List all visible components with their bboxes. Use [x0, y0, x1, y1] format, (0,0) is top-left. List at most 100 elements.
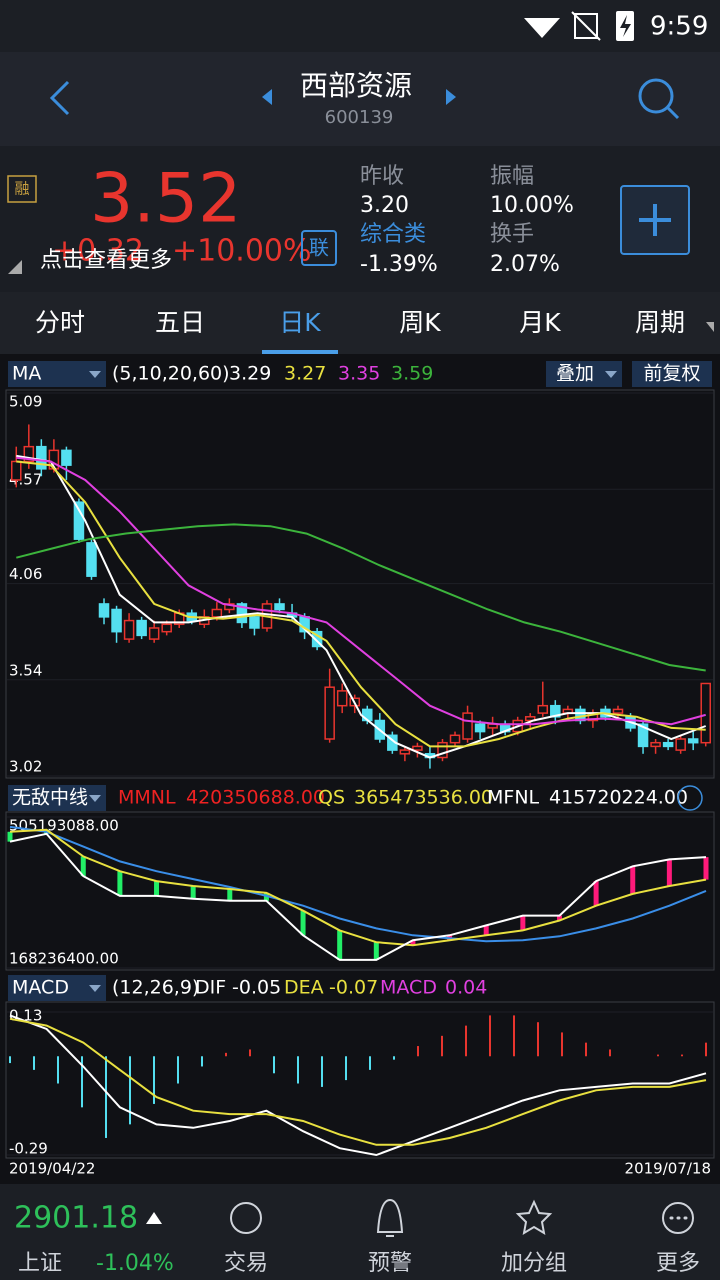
stat-label: 振幅 [490, 164, 534, 189]
candle-body [524, 716, 536, 722]
price-change: +0.32 [52, 234, 144, 269]
macd-line [9, 1017, 707, 1146]
indicator-line [9, 832, 707, 961]
bottom-bar [0, 1184, 720, 1280]
candle-body [324, 686, 335, 740]
clock: 9:59 [650, 12, 708, 42]
indicator-name[interactable]: 无敌中线 [12, 787, 88, 809]
y-tick-label: 3.54 [9, 661, 42, 679]
link-badge: 联 [309, 236, 329, 260]
charts: MA (5,10,20,60) 3.29 3.27 3.35 3.59 叠加 前复权 5.09 4… [5, 361, 715, 1178]
panel-frame [5, 389, 715, 779]
stat-value: 3.20 [360, 193, 409, 218]
candle-body [236, 603, 248, 624]
candle-body [123, 619, 135, 640]
search-button[interactable] [638, 78, 674, 114]
candle-body [412, 745, 423, 751]
candle-body [637, 723, 649, 748]
stat-label[interactable]: 综合类 [360, 222, 426, 247]
tab[interactable]: 分时 [35, 308, 85, 337]
overlay-hint[interactable]: 点击查看更多 [40, 248, 172, 273]
ma-line [16, 456, 706, 726]
nav-label[interactable]: 更多 [656, 1251, 700, 1276]
candle-body [211, 608, 223, 618]
adjust-button[interactable] [632, 361, 712, 387]
chart-area [0, 354, 720, 1184]
date-end: 2019/07/18 [625, 1160, 711, 1178]
candle-body [136, 619, 147, 637]
search-handle [666, 106, 680, 120]
adjust-label[interactable]: 前复权 [643, 363, 700, 385]
legend-value: 420350688.00 [186, 787, 325, 809]
legend-value: 415720224.00 [549, 787, 688, 809]
nav-label[interactable]: 预警 [368, 1251, 412, 1276]
y-tick-label: 168236400.00 [9, 950, 119, 968]
candle-body [650, 741, 661, 748]
legend-name: MACD [380, 977, 437, 999]
candle-body [111, 608, 122, 633]
y-tick-label: 4.06 [9, 565, 42, 583]
candle-body [662, 741, 674, 748]
nav-label[interactable]: 加分组 [501, 1251, 567, 1276]
indicator-selector[interactable] [8, 975, 106, 1001]
candle-body [11, 460, 22, 481]
add-plus [639, 204, 671, 236]
macd-line [9, 1014, 707, 1157]
indicator-name[interactable]: MACD [12, 977, 69, 999]
stat-value: 2.07% [490, 252, 560, 277]
index-change: -1.04% [96, 1251, 174, 1276]
legend-name: QS [318, 787, 345, 809]
margin-badge: 融 [14, 180, 29, 198]
tab[interactable]: 五日 [155, 308, 205, 337]
next-stock[interactable] [446, 89, 456, 105]
candle-body [23, 445, 35, 463]
legend-value: 3.27 [284, 363, 326, 385]
indicator-selector[interactable] [8, 361, 106, 387]
group-icon[interactable] [515, 1199, 553, 1235]
candle-body [700, 682, 711, 744]
nav: 交易 预警 加分组 更多 [224, 1251, 700, 1276]
candle-body [148, 627, 160, 640]
tabs: 分时 五日 日K 周K 月K 周期 [35, 308, 714, 354]
candle-body [274, 603, 285, 611]
tab[interactable]: 月K [519, 308, 561, 337]
corner-icon [8, 260, 22, 274]
back-button[interactable] [49, 80, 70, 116]
stat-value: 10.00% [490, 193, 574, 218]
tab-dropdown [706, 322, 714, 332]
indicator-line [9, 828, 707, 947]
tab[interactable]: 日K [279, 308, 321, 337]
candle-body [537, 704, 549, 714]
candle-body [36, 445, 47, 470]
panel-toggle[interactable] [677, 785, 703, 811]
indicator-params: (5,10,20,60) [112, 363, 230, 385]
nav-label[interactable]: 交易 [224, 1251, 268, 1276]
candle-body [437, 741, 448, 759]
tab[interactable]: 周期 [635, 308, 685, 337]
tab[interactable]: 周K [399, 308, 441, 337]
stat-label: 换手 [490, 222, 534, 247]
alert-icon[interactable] [376, 1198, 404, 1237]
trade-icon[interactable] [230, 1202, 262, 1234]
overlay-label[interactable]: 叠加 [556, 363, 594, 385]
indicator-line [9, 825, 707, 943]
more-icon[interactable] [662, 1202, 694, 1234]
index-value: 2901.18 [14, 1201, 138, 1236]
indicator-selector[interactable] [8, 785, 106, 811]
legend-value: 3.29 [229, 363, 271, 385]
candle-body [98, 603, 110, 618]
candle-body [86, 542, 97, 577]
link-badge-box[interactable] [301, 230, 337, 266]
ma-line [16, 454, 707, 759]
indicator-name[interactable]: MA [12, 363, 41, 385]
y-tick-label: -0.29 [9, 1140, 48, 1158]
legend-name: MFNL [487, 787, 540, 809]
charge-bolt [620, 15, 631, 37]
tab-underline [262, 350, 338, 354]
candle-body [462, 712, 473, 740]
prev-stock[interactable] [262, 89, 272, 105]
dropdown-arrow [89, 985, 101, 992]
candle-body [73, 501, 85, 540]
wifi-icon [524, 18, 560, 38]
legend-value: 3.35 [338, 363, 380, 385]
